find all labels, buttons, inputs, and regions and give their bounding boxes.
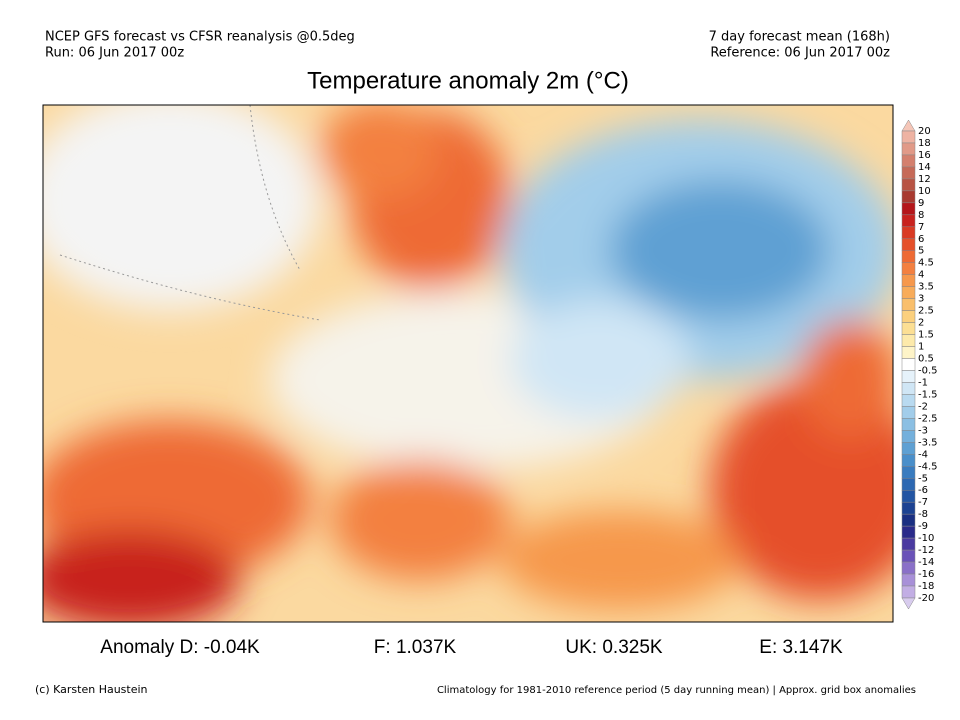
colorbar-label: -9 — [918, 521, 928, 532]
colorbar-label: 4.5 — [918, 258, 934, 269]
colorbar-label: 3.5 — [918, 282, 934, 293]
colorbar-label: 1.5 — [918, 330, 934, 341]
colorbar-swatch — [901, 549, 916, 563]
colorbar-label: 12 — [918, 174, 931, 185]
colorbar-label: -10 — [918, 533, 934, 544]
colorbar-swatch — [901, 166, 916, 180]
colorbar-label: 0.5 — [918, 354, 934, 365]
header-left-2: Run: 06 Jun 2017 00z — [45, 46, 184, 61]
colorbar-swatch — [901, 442, 916, 455]
colorbar-swatch — [901, 478, 916, 491]
colorbar-swatch — [901, 346, 916, 359]
colorbar-label: -12 — [918, 545, 934, 556]
colorbar-swatch — [901, 561, 916, 575]
colorbar-label: -3 — [918, 425, 928, 436]
colorbar-label: -8 — [918, 509, 928, 520]
colorbar-label: -4.5 — [918, 461, 938, 472]
colorbar-label: 9 — [918, 198, 924, 209]
colorbar-swatch — [901, 202, 916, 216]
colorbar-swatch — [901, 454, 916, 467]
colorbar-swatch — [901, 573, 916, 587]
colorbar-swatch — [901, 298, 916, 311]
colorbar-label: -5 — [918, 473, 928, 484]
colorbar-swatch — [901, 525, 916, 539]
stat: Anomaly D: -0.04K — [100, 637, 260, 658]
header-right-1: 7 day forecast mean (168h) — [709, 30, 890, 45]
colorbar-label: 8 — [918, 210, 924, 221]
header-right-2: Reference: 06 Jun 2017 00z — [710, 46, 890, 61]
colorbar-label: 1 — [918, 342, 924, 353]
colorbar-label: 3 — [918, 294, 924, 305]
colorbar-swatch — [901, 178, 916, 192]
colorbar-label: -1 — [918, 377, 928, 388]
colorbar-swatch — [901, 370, 916, 383]
map-title: Temperature anomaly 2m (°C) — [307, 67, 629, 94]
colorbar-swatch — [901, 190, 916, 204]
colorbar-label: 2 — [918, 318, 924, 329]
colorbar-label: -3.5 — [918, 437, 938, 448]
graticule — [59, 105, 321, 321]
anomaly-map — [43, 105, 893, 622]
colorbar-label: -6 — [918, 485, 928, 496]
stat: UK: 0.325K — [565, 637, 662, 658]
colorbar-label: -14 — [918, 557, 934, 568]
colorbar-swatch — [901, 250, 916, 263]
colorbar-swatch — [901, 142, 916, 156]
colorbar-swatch — [901, 154, 916, 168]
colorbar-label: -4 — [918, 449, 928, 460]
colorbar-swatch — [901, 585, 916, 599]
colorbar-label: 5 — [918, 246, 924, 257]
colorbar-swatch — [901, 537, 916, 551]
colorbar-label: 16 — [918, 150, 931, 161]
colorbar-swatch — [901, 226, 916, 240]
colorbar-label: 4 — [918, 270, 924, 281]
colorbar-swatch — [901, 322, 916, 335]
header-left-1: NCEP GFS forecast vs CFSR reanalysis @0.… — [45, 30, 355, 45]
colorbar-label: -2 — [918, 401, 928, 412]
colorbar-swatch — [901, 394, 916, 407]
colorbar-label: 2.5 — [918, 306, 934, 317]
colorbar-arrow — [901, 119, 916, 132]
colorbar-swatch — [901, 238, 916, 251]
colorbar-swatch — [901, 489, 916, 503]
colorbar-swatch — [901, 274, 916, 287]
footer-right: Climatology for 1981-2010 reference peri… — [437, 685, 916, 696]
footer-left: (c) Karsten Haustein — [35, 683, 148, 696]
colorbar-label: -18 — [918, 581, 934, 592]
map-frame — [42, 104, 894, 623]
colorbar-swatch — [901, 214, 916, 228]
colorbar-label: 20 — [918, 126, 931, 137]
colorbar-arrow — [901, 597, 916, 610]
colorbar-label: -7 — [918, 497, 928, 508]
colorbar-swatch — [901, 334, 916, 347]
colorbar-label: -2.5 — [918, 413, 938, 424]
anomaly-field — [43, 105, 893, 622]
stat: F: 1.037K — [374, 637, 457, 658]
colorbar-label: 7 — [918, 222, 924, 233]
colorbar-swatch — [901, 513, 916, 527]
colorbar-swatch — [901, 262, 916, 275]
stat: E: 3.147K — [759, 637, 843, 658]
colorbar-label: -20 — [918, 593, 934, 604]
colorbar-swatch — [901, 310, 916, 323]
colorbar-swatch — [901, 501, 916, 515]
colorbar-label: -16 — [918, 569, 934, 580]
colorbar-swatch — [901, 130, 916, 144]
colorbar-label: 6 — [918, 234, 924, 245]
colorbar-label: 18 — [918, 138, 931, 149]
colorbar-swatch — [901, 466, 916, 479]
colorbar-swatch — [901, 406, 916, 419]
colorbar-swatch — [901, 418, 916, 431]
colorbar-label: -1.5 — [918, 389, 938, 400]
colorbar-label: -0.5 — [918, 365, 938, 376]
colorbar-swatch — [901, 382, 916, 395]
colorbar-swatch — [901, 430, 916, 443]
colorbar-swatch — [901, 358, 916, 371]
colorbar-label: 14 — [918, 162, 931, 173]
colorbar-label: 10 — [918, 186, 931, 197]
colorbar: 201816141210987654.543.532.521.510.5-0.5… — [901, 119, 938, 610]
colorbar-swatch — [901, 286, 916, 299]
